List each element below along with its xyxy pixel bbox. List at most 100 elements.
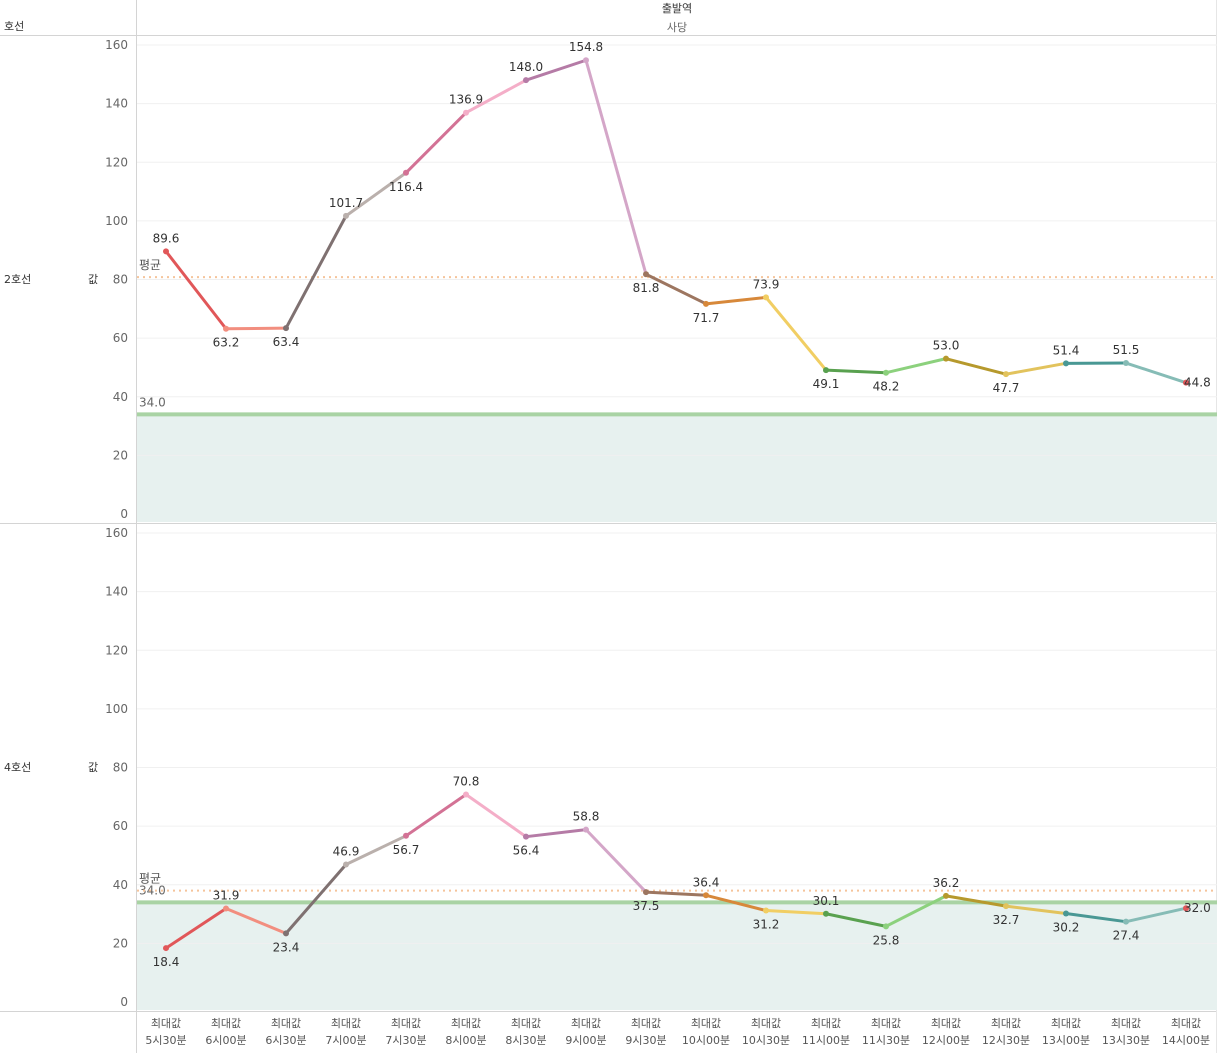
data-label: 47.7: [993, 381, 1020, 395]
data-label: 81.8: [633, 281, 660, 295]
data-point: [763, 294, 769, 301]
x-tick-label: 9시00분: [565, 1034, 606, 1047]
x-tick-label: 8시30분: [505, 1034, 546, 1047]
data-point: [463, 791, 469, 798]
average-label: 평균: [139, 872, 161, 886]
data-point: [943, 892, 949, 899]
series-line-segment: [284, 863, 348, 935]
x-tick-label-top: 최대값: [1111, 1017, 1141, 1030]
data-point: [703, 892, 709, 899]
data-label: 53.0: [933, 339, 960, 353]
x-tick-label: 11시00분: [802, 1034, 850, 1047]
data-label: 148.0: [509, 60, 543, 74]
data-label: 31.2: [753, 918, 780, 932]
y-tick-label: 40: [113, 390, 128, 404]
series-line-segment: [1124, 906, 1188, 924]
y-axis-title: 값: [88, 273, 98, 286]
x-tick-label-top: 최대값: [991, 1017, 1021, 1030]
average-label: 평균: [139, 258, 161, 272]
series-line-segment: [584, 58, 648, 276]
data-label: 32.0: [1184, 901, 1211, 915]
x-tick-label-top: 최대값: [1171, 1017, 1201, 1030]
x-tick-label-top: 최대값: [871, 1017, 901, 1030]
y-tick-label: 160: [105, 526, 128, 540]
data-label: 18.4: [153, 955, 180, 969]
series-line-segment: [704, 295, 768, 306]
series-line-segment: [464, 78, 528, 115]
y-tick-label: 20: [113, 448, 128, 462]
y-tick-label: 60: [113, 331, 128, 345]
x-tick-label: 10시30분: [742, 1034, 790, 1047]
data-point: [223, 325, 229, 332]
series-line-segment: [404, 111, 468, 175]
series-line-segment: [224, 326, 288, 331]
series-line-segment: [884, 894, 948, 928]
x-tick-label-top: 최대값: [691, 1017, 721, 1030]
x-tick-label: 7시30분: [385, 1034, 426, 1047]
data-label: 89.6: [153, 231, 180, 245]
x-tick-label-top: 최대값: [271, 1017, 301, 1030]
x-tick-label-top: 최대값: [211, 1017, 241, 1030]
series-line-segment: [1004, 904, 1068, 915]
data-point: [163, 945, 169, 952]
row-field-header: 호선: [4, 20, 25, 33]
x-tick-label-top: 최대값: [511, 1017, 541, 1030]
data-label: 58.8: [573, 810, 600, 824]
x-tick-label-top: 최대값: [451, 1017, 481, 1030]
data-point: [583, 826, 589, 833]
data-point: [943, 355, 949, 362]
data-label: 31.9: [213, 888, 240, 902]
x-tick-label: 6시00분: [205, 1034, 246, 1047]
series-line-segment: [404, 792, 468, 838]
data-point: [1063, 910, 1069, 917]
data-point: [763, 907, 769, 914]
series-line-segment: [704, 893, 768, 913]
series-line-segment: [524, 58, 588, 82]
data-point: [1183, 905, 1189, 912]
data-label: 70.8: [453, 774, 480, 788]
data-point: [283, 325, 289, 332]
x-tick-label-top: 최대값: [1051, 1017, 1081, 1030]
series-line-segment: [944, 894, 1008, 908]
series-line-segment: [464, 792, 528, 839]
data-point: [1123, 918, 1129, 925]
x-tick-label: 5시30분: [145, 1034, 186, 1047]
data-label: 56.4: [513, 844, 540, 858]
data-point: [883, 923, 889, 930]
data-label: 37.5: [633, 899, 660, 913]
data-point: [1183, 379, 1189, 386]
y-tick-label: 100: [105, 214, 128, 228]
data-label: 48.2: [873, 380, 900, 394]
series-line-segment: [284, 214, 348, 330]
data-label: 51.4: [1053, 343, 1080, 357]
data-point: [823, 910, 829, 917]
data-point: [343, 212, 349, 219]
data-point: [1123, 360, 1129, 367]
series-line-segment: [224, 906, 288, 935]
y-tick-label: 20: [113, 936, 128, 950]
data-label: 63.4: [273, 335, 300, 349]
data-label: 25.8: [873, 933, 900, 947]
series-line-segment: [164, 906, 228, 950]
x-tick-label-top: 최대값: [391, 1017, 421, 1030]
data-point: [883, 369, 889, 376]
column-value-header: 사당: [666, 21, 688, 34]
data-label: 56.7: [393, 843, 420, 857]
data-point: [1063, 360, 1069, 367]
data-label: 30.1: [813, 894, 840, 908]
reference-band-label: 34.0: [139, 883, 166, 897]
series-line-segment: [644, 890, 708, 897]
reference-band: [137, 414, 1217, 522]
data-point: [1003, 371, 1009, 378]
y-tick-label: 0: [120, 995, 128, 1009]
y-tick-label: 80: [113, 761, 128, 775]
x-tick-label: 9시30분: [625, 1034, 666, 1047]
data-point: [403, 169, 409, 176]
series-line-segment: [584, 828, 648, 894]
data-label: 63.2: [213, 336, 240, 350]
y-tick-label: 160: [105, 38, 128, 52]
x-tick-label: 12시00분: [922, 1034, 970, 1047]
x-tick-label-top: 최대값: [931, 1017, 961, 1030]
y-tick-label: 140: [105, 585, 128, 599]
